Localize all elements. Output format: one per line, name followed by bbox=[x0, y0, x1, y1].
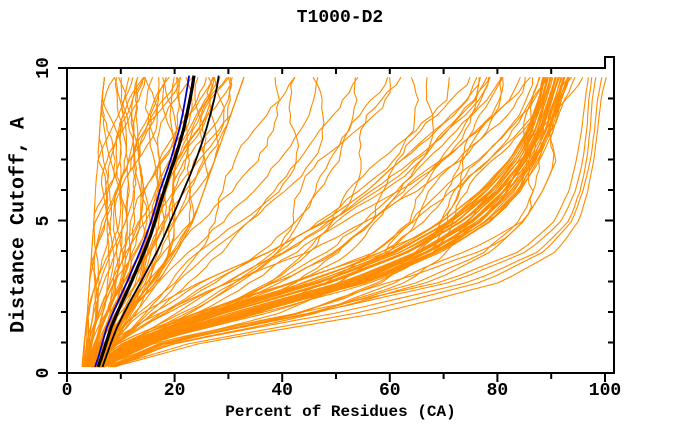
model-curve bbox=[85, 76, 158, 368]
y-tick-label-0: 0 bbox=[34, 367, 54, 379]
x-axis-label: Percent of Residues (CA) bbox=[225, 403, 456, 421]
highlight-curve-blue-model bbox=[94, 75, 190, 368]
model-curve bbox=[84, 77, 116, 367]
x-tick-label-60: 60 bbox=[378, 381, 401, 401]
model-curve bbox=[103, 76, 569, 368]
model-family-right-dense-rope bbox=[90, 76, 571, 368]
y-axis-label: Distance Cutoff, A bbox=[7, 116, 31, 334]
model-curve bbox=[99, 77, 593, 368]
model-curve bbox=[91, 77, 358, 368]
model-curve bbox=[90, 77, 491, 368]
model-curve bbox=[87, 76, 135, 368]
model-curve bbox=[96, 76, 521, 368]
model-curve bbox=[110, 77, 603, 368]
model-curve bbox=[99, 76, 402, 368]
y-tick-label-10: 10 bbox=[34, 57, 54, 79]
model-family-far-right-outliers bbox=[94, 77, 607, 368]
model-curve bbox=[103, 77, 597, 368]
model-curve bbox=[104, 77, 571, 368]
model-curve bbox=[115, 76, 570, 368]
model-curve bbox=[82, 77, 146, 367]
model-curve bbox=[81, 77, 113, 367]
model-curve bbox=[99, 77, 233, 368]
y-tick-label-5: 5 bbox=[34, 215, 54, 226]
model-curve bbox=[85, 77, 319, 368]
model-curve bbox=[90, 77, 480, 368]
chart-title: T1000-D2 bbox=[296, 8, 384, 28]
model-curve bbox=[96, 76, 228, 368]
model-curve bbox=[83, 76, 122, 367]
model-curve bbox=[87, 76, 145, 368]
model-curve bbox=[96, 77, 389, 368]
model-curve bbox=[84, 76, 296, 368]
x-tick-label-0: 0 bbox=[61, 381, 73, 401]
x-tick-label-40: 40 bbox=[271, 381, 293, 401]
highlight-curve-black-model-thin bbox=[101, 75, 220, 368]
model-curve bbox=[90, 77, 482, 368]
model-curve bbox=[104, 77, 540, 368]
model-curve bbox=[113, 77, 607, 368]
x-tick-label-20: 20 bbox=[163, 381, 186, 401]
model-curve bbox=[96, 77, 557, 368]
axis-ticks bbox=[58, 67, 614, 382]
model-curve bbox=[94, 77, 589, 368]
model-curve bbox=[89, 76, 300, 368]
model-curve bbox=[93, 76, 193, 368]
model-curve bbox=[86, 77, 138, 367]
model-curve bbox=[100, 77, 562, 368]
x-tick-label-80: 80 bbox=[486, 381, 509, 401]
x-tick-label-100: 100 bbox=[588, 381, 622, 401]
model-curve bbox=[87, 76, 488, 368]
model-curve bbox=[92, 77, 391, 368]
model-curve bbox=[92, 77, 549, 368]
model-curves-orange bbox=[81, 76, 607, 368]
highlight-curve-black-model-thick bbox=[96, 75, 196, 368]
